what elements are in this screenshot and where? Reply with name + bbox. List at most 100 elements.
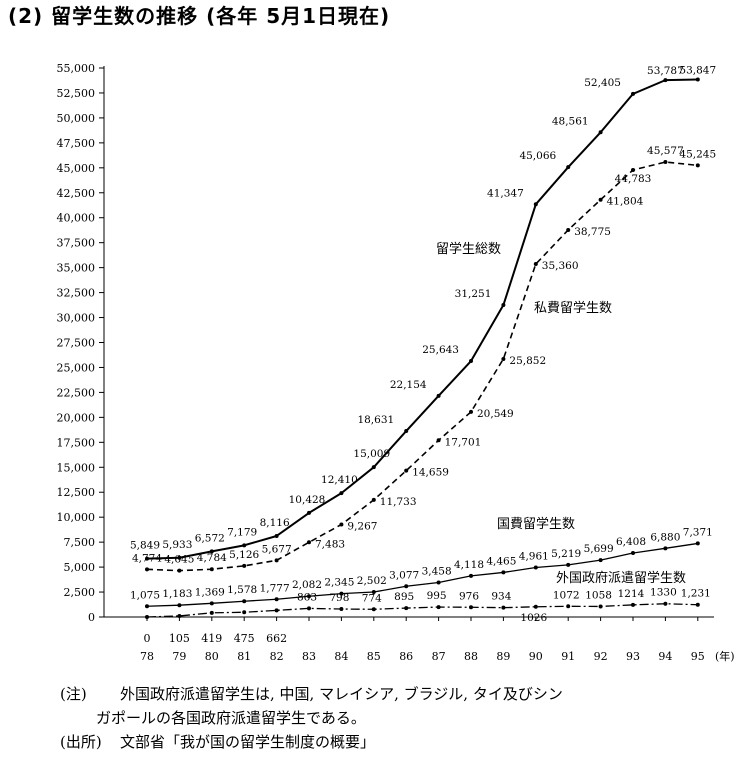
data-label: 31,251 bbox=[455, 288, 492, 300]
data-label: 3,458 bbox=[422, 565, 452, 577]
data-label: 53,847 bbox=[679, 65, 716, 77]
y-tick-label: 30,000 bbox=[57, 312, 96, 325]
data-point bbox=[631, 551, 635, 556]
data-point bbox=[663, 546, 668, 551]
data-label: 4,645 bbox=[164, 554, 194, 566]
data-label: 10,428 bbox=[289, 494, 326, 506]
data-point bbox=[177, 613, 182, 618]
data-label: 1026 bbox=[520, 612, 547, 624]
source-text: 文部省「我が国の留学生制度の概要」 bbox=[120, 733, 376, 751]
note-line-2: ガポールの各国政府派遣留学生である。 bbox=[96, 709, 366, 727]
data-point bbox=[274, 533, 279, 538]
data-point bbox=[663, 78, 668, 83]
data-label: 4,465 bbox=[486, 555, 516, 567]
data-label: 45,577 bbox=[647, 145, 684, 157]
series-line-2 bbox=[146, 161, 698, 572]
data-point bbox=[274, 597, 279, 602]
x-top-value-label: 475 bbox=[234, 632, 255, 645]
data-label: 1,369 bbox=[195, 586, 225, 598]
chart-title: (2) 留学生数の推移 (各年 5月1日現在) bbox=[8, 4, 391, 28]
y-tick-label: 47,500 bbox=[57, 137, 96, 150]
data-label: 35,360 bbox=[542, 260, 579, 272]
data-point bbox=[209, 610, 214, 615]
data-point bbox=[436, 580, 441, 585]
data-label: 38,775 bbox=[574, 226, 611, 238]
data-label: 2,082 bbox=[292, 579, 322, 591]
source-line: (出所) 文部省「我が国の留学生制度の概要」 bbox=[60, 730, 730, 754]
data-point bbox=[404, 429, 409, 434]
data-label: 25,643 bbox=[422, 344, 459, 356]
y-tick-label: 20,000 bbox=[57, 411, 96, 424]
data-point bbox=[436, 605, 441, 610]
data-point bbox=[695, 77, 700, 82]
data-label: 45,245 bbox=[679, 148, 716, 160]
data-point bbox=[404, 468, 409, 473]
note-tag: (注) bbox=[60, 685, 87, 703]
y-tick-label: 52,500 bbox=[57, 87, 96, 100]
data-point bbox=[436, 393, 441, 398]
series-line-1 bbox=[146, 78, 698, 560]
data-label: 5,933 bbox=[162, 539, 192, 551]
x-tick-label: 91 bbox=[561, 650, 575, 663]
data-point bbox=[274, 558, 279, 563]
data-point bbox=[404, 584, 409, 589]
data-point bbox=[145, 604, 149, 609]
y-tick-label: 22,500 bbox=[57, 386, 96, 399]
data-point bbox=[242, 543, 247, 548]
data-point bbox=[663, 601, 668, 606]
data-point bbox=[307, 594, 311, 599]
x-tick-label: 86 bbox=[399, 650, 413, 663]
series-name-label: 国費留学生数 bbox=[497, 516, 575, 532]
data-point bbox=[598, 558, 603, 563]
data-label: 895 bbox=[394, 591, 414, 603]
data-label: 1,231 bbox=[681, 588, 711, 600]
data-label: 48,561 bbox=[552, 115, 589, 127]
data-point bbox=[371, 607, 376, 612]
data-point bbox=[177, 568, 182, 573]
data-point bbox=[695, 163, 700, 168]
y-tick-label: 32,500 bbox=[57, 287, 96, 300]
data-point bbox=[695, 602, 700, 607]
data-point bbox=[371, 465, 376, 470]
data-label: 934 bbox=[491, 591, 511, 603]
source-tag: (出所) bbox=[60, 733, 102, 751]
data-label: 1,183 bbox=[162, 588, 192, 600]
data-point bbox=[566, 562, 571, 567]
data-point bbox=[501, 605, 506, 610]
x-tick-label: 85 bbox=[367, 650, 381, 663]
data-point bbox=[242, 599, 247, 604]
data-point bbox=[339, 591, 344, 596]
y-tick-label: 25,000 bbox=[57, 361, 96, 374]
data-label: 8,116 bbox=[260, 517, 290, 529]
data-point bbox=[469, 605, 473, 610]
y-tick-label: 42,500 bbox=[57, 187, 96, 200]
series-line-4 bbox=[146, 603, 698, 618]
data-point bbox=[209, 567, 214, 572]
data-point bbox=[533, 604, 538, 609]
data-point bbox=[533, 262, 538, 267]
data-label: 4,774 bbox=[132, 552, 162, 564]
x-top-value-label: 105 bbox=[169, 632, 190, 645]
series-name-label: 留学生総数 bbox=[436, 241, 501, 257]
y-tick-label: 17,500 bbox=[57, 436, 96, 449]
data-label: 5,677 bbox=[262, 543, 292, 555]
y-tick-label: 40,000 bbox=[57, 212, 96, 225]
series-name-label: 私費留学生数 bbox=[534, 300, 612, 316]
data-point bbox=[598, 604, 603, 609]
data-point bbox=[339, 491, 344, 496]
data-label: 20,549 bbox=[477, 408, 514, 420]
data-point bbox=[598, 197, 603, 202]
data-point bbox=[307, 540, 311, 545]
data-label: 22,154 bbox=[390, 379, 427, 391]
data-label: 3,077 bbox=[389, 569, 419, 581]
data-label: 44,783 bbox=[615, 173, 652, 185]
x-top-value-label: 0 bbox=[144, 632, 151, 645]
x-tick-label: 88 bbox=[464, 650, 478, 663]
data-label: 41,347 bbox=[487, 187, 524, 199]
data-point bbox=[501, 356, 506, 361]
data-point bbox=[598, 130, 603, 135]
line-chart: 55,000 52,500 50,000 47,500 45,000 42,500 40,0… bbox=[57, 62, 735, 663]
y-tick-label: 2,500 bbox=[64, 586, 96, 599]
data-point bbox=[501, 570, 506, 575]
data-label: 2,502 bbox=[357, 575, 387, 587]
